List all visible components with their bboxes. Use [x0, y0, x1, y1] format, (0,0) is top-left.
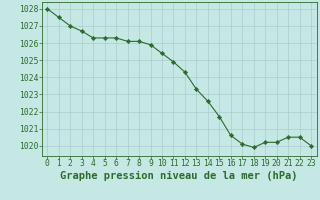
X-axis label: Graphe pression niveau de la mer (hPa): Graphe pression niveau de la mer (hPa) — [60, 171, 298, 181]
